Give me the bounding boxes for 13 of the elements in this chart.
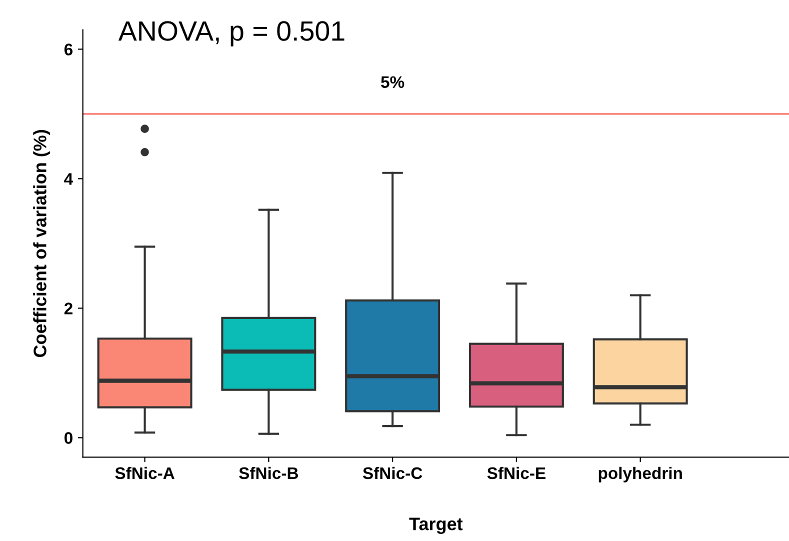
x-tick-label: SfNic-A xyxy=(115,466,174,480)
y-tick-label: 4 xyxy=(64,173,74,185)
x-tick-label: polyhedrin xyxy=(598,466,682,482)
x-tick-label: SfNic-E xyxy=(487,466,546,480)
x-axis-title: Target xyxy=(409,518,463,534)
y-axis-title: Coefficient of variation (%) xyxy=(33,130,50,358)
chart-title: ANOVA, p = 0.501 xyxy=(118,21,344,46)
ref-line-label: 5% xyxy=(381,76,404,88)
x-tick-label: SfNic-C xyxy=(362,466,422,480)
y-tick-label: 6 xyxy=(64,44,73,56)
y-tick-label: 2 xyxy=(64,302,72,314)
y-tick-label: 0 xyxy=(64,432,72,444)
x-tick-label: SfNic-B xyxy=(239,466,298,480)
